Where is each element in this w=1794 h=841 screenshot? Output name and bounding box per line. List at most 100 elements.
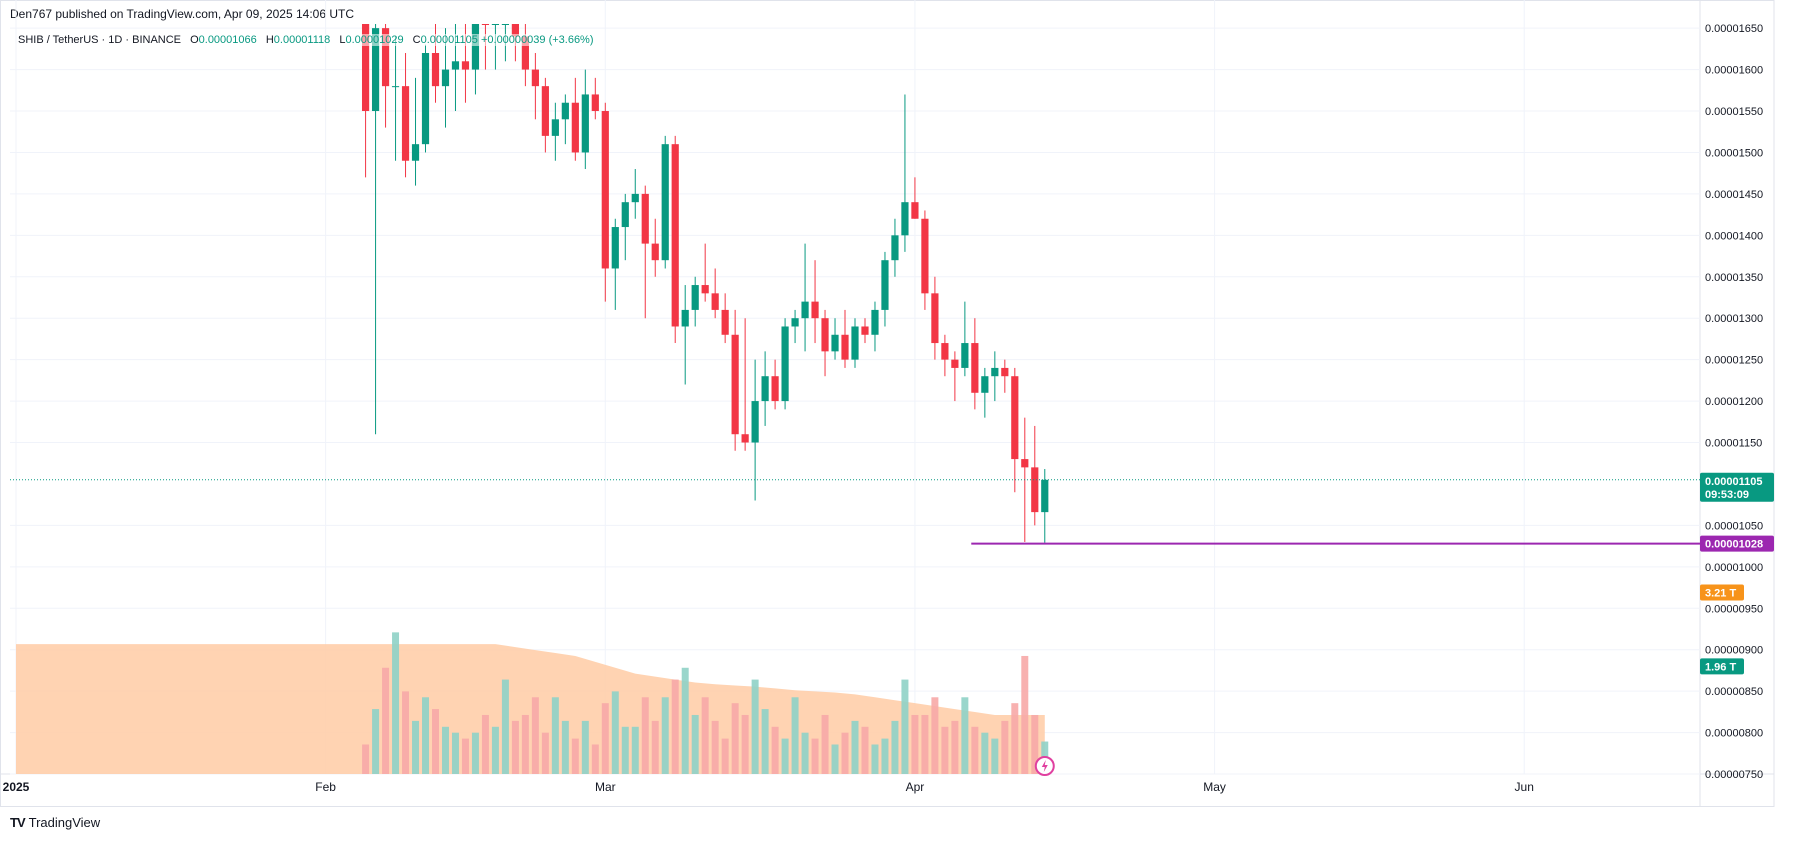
candle-body: [751, 401, 759, 443]
volume-bar: [561, 720, 569, 774]
candle-body: [461, 61, 470, 70]
candle-body: [661, 144, 669, 261]
volume-bar: [1011, 703, 1019, 774]
candle-body: [761, 376, 769, 402]
candle-body: [1031, 467, 1039, 513]
y-tick-label: 0.00001050: [1705, 520, 1763, 532]
candle-body: [631, 193, 639, 203]
y-tick-label: 0.00000950: [1705, 603, 1763, 615]
volume-bar: [841, 732, 849, 774]
low-value: 0.00001029: [345, 34, 404, 46]
candle-body: [671, 144, 679, 327]
candle-body: [701, 285, 709, 294]
volume-bar: [811, 738, 819, 774]
candle-body: [511, 24, 519, 37]
volume-bar: [911, 714, 919, 774]
y-tick-label: 0.00001000: [1705, 562, 1763, 574]
volume-bar: [871, 744, 879, 774]
candle-body: [371, 28, 380, 112]
candle-body: [961, 343, 969, 368]
x-tick-label: 2025: [3, 780, 30, 794]
candle-body: [981, 376, 989, 393]
candle-body: [421, 53, 430, 145]
candle-body: [811, 301, 819, 319]
volume-bar: [451, 732, 459, 774]
symbol-name: SHIB / TetherUS · 1D · BINANCE: [18, 34, 182, 46]
y-tick-label: 0.00001600: [1705, 65, 1763, 77]
candle-body: [381, 28, 390, 87]
volume-bar: [471, 732, 479, 774]
y-tick-label: 0.00001550: [1705, 106, 1763, 118]
countdown-label: 09:53:09: [1705, 489, 1749, 501]
candle-body: [781, 326, 789, 402]
x-tick-label: Jun: [1515, 780, 1534, 794]
volume-bar: [681, 667, 689, 774]
candle-body: [951, 359, 959, 368]
volume-bar: [372, 709, 380, 774]
candle-body: [591, 94, 599, 112]
candle-body: [621, 202, 629, 228]
volume-bar: [661, 697, 669, 774]
candle-body: [561, 102, 569, 120]
candle-body: [921, 218, 929, 294]
candle-body: [521, 36, 529, 70]
tradingview-brand[interactable]: TV TradingView: [10, 815, 100, 830]
x-tick-label: Feb: [315, 780, 336, 794]
volume-bar: [821, 714, 829, 774]
volume-bar: [392, 632, 400, 774]
volume-ma-area: [15, 644, 1045, 774]
candle-body: [911, 202, 919, 219]
volume-bar: [761, 709, 769, 774]
support-price-tag: [1700, 535, 1774, 552]
brand-name: TradingView: [28, 815, 101, 830]
volume-bar: [551, 697, 559, 774]
candle-series: [361, 24, 1049, 543]
candle-body: [401, 86, 410, 161]
volume-bar: [881, 738, 889, 774]
publisher-header: Den767 published on TradingView.com, Apr…: [10, 7, 355, 21]
candle-body: [771, 376, 779, 402]
volume-bar: [422, 697, 430, 774]
volume-pane: [15, 632, 1049, 774]
volume-bar: [691, 714, 699, 774]
volume-bar: [491, 726, 499, 774]
high-value: 0.00001118: [273, 34, 331, 46]
open-label: O: [190, 34, 199, 46]
volume-bar: [382, 667, 390, 774]
volume-bar: [461, 738, 469, 774]
candle-body: [721, 309, 729, 335]
volume-bar: [891, 720, 899, 774]
candle-body: [431, 53, 440, 87]
volume-bar: [991, 738, 999, 774]
support-line[interactable]: [10, 479, 1700, 545]
candle-body: [451, 61, 460, 70]
y-tick-label: 0.00000800: [1705, 728, 1763, 740]
chart-frame: [0, 0, 1775, 807]
symbol-legend: SHIB / TetherUS · 1D · BINANCE O 0.000010…: [18, 34, 594, 46]
volume-bar: [511, 720, 519, 774]
volume-bar: [1001, 720, 1009, 774]
candle-body: [1001, 367, 1009, 377]
candle-body: [1011, 376, 1019, 460]
candle-body: [971, 343, 979, 393]
y-tick-label: 0.00000850: [1705, 686, 1763, 698]
y-tick-label: 0.00001450: [1705, 189, 1763, 201]
y-tick-label: 0.00000750: [1705, 769, 1763, 781]
y-tick-label: 0.00001300: [1705, 313, 1763, 325]
volume-bar: [571, 738, 579, 774]
candle-body: [991, 367, 999, 377]
lightning-icon[interactable]: [1034, 756, 1055, 776]
low-label: L: [339, 34, 346, 46]
volume-bar: [521, 714, 529, 774]
volume-bar: [971, 726, 979, 774]
volume-bar: [641, 697, 649, 774]
candle-body: [851, 326, 859, 360]
volume-tag-down-label: 3.21 T: [1705, 588, 1736, 600]
candle-body: [651, 243, 659, 261]
candle-body: [641, 193, 649, 244]
y-tick-label: 0.00001650: [1705, 23, 1763, 35]
candle-body: [491, 24, 500, 25]
candle-body: [391, 86, 400, 88]
volume-bar: [581, 720, 589, 774]
